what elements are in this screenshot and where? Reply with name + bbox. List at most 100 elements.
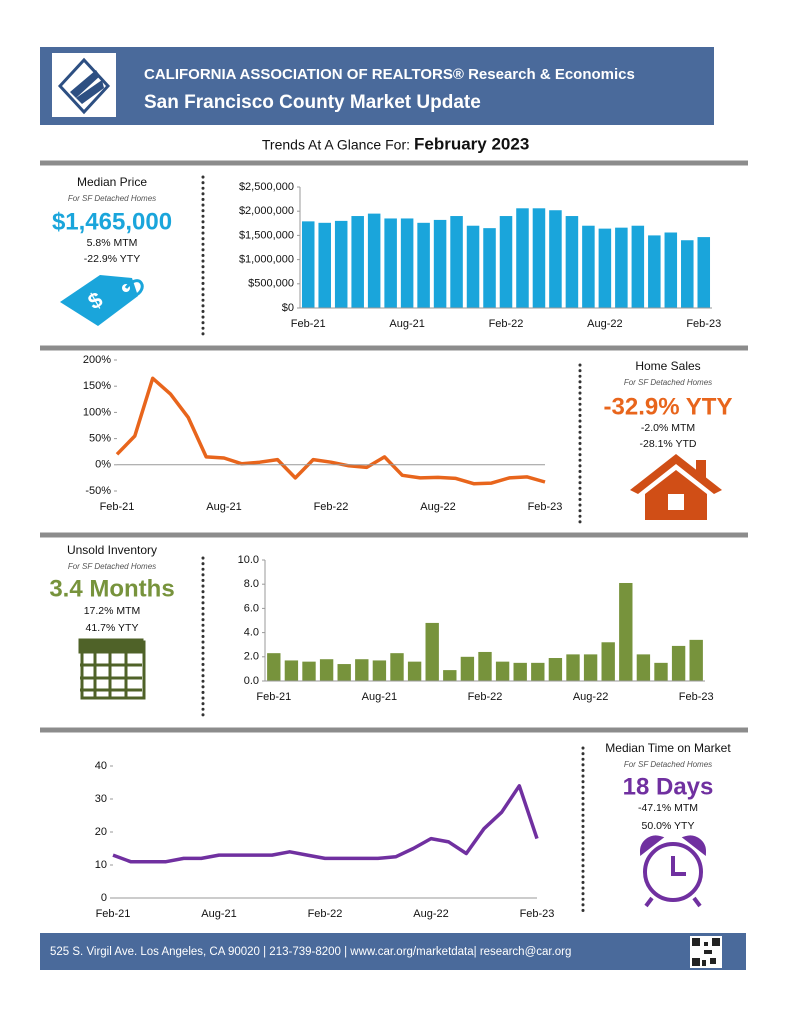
bar xyxy=(318,222,331,308)
calendar-icon xyxy=(78,638,146,700)
bar xyxy=(450,216,463,308)
panel-stat: -47.1% MTM xyxy=(638,802,698,814)
panel-title: Median Time on Market xyxy=(605,741,731,755)
qr-code xyxy=(690,936,722,968)
panel-title: Unsold Inventory xyxy=(67,543,157,557)
y-tick-label: 40 xyxy=(95,760,107,772)
bar xyxy=(372,660,387,681)
bar xyxy=(697,237,711,308)
bar xyxy=(689,639,703,681)
line xyxy=(115,376,546,486)
bar xyxy=(681,240,694,308)
logo-mark xyxy=(57,57,111,115)
y-tick-label: 4.0 xyxy=(244,627,259,639)
period: February 2023 xyxy=(414,134,529,153)
bar xyxy=(407,661,422,681)
bar xyxy=(355,659,369,681)
bar xyxy=(425,622,439,681)
x-tick-label: Feb-23 xyxy=(679,691,714,703)
x-tick-label: Aug-21 xyxy=(362,691,397,703)
bar xyxy=(319,659,334,681)
bar xyxy=(478,651,492,681)
bar xyxy=(566,654,580,681)
panel-headline: 18 Days xyxy=(623,773,714,800)
bar xyxy=(648,235,661,308)
bar xyxy=(631,225,645,308)
panel-title: Median Price xyxy=(77,175,147,189)
x-tick-label: Aug-22 xyxy=(420,501,455,513)
bar xyxy=(601,642,615,681)
x-tick-label: Feb-23 xyxy=(686,318,721,330)
y-tick-label: $500,000 xyxy=(248,278,294,290)
bar xyxy=(466,225,480,308)
bar xyxy=(499,216,513,308)
bar xyxy=(302,661,316,681)
x-tick-label: Aug-21 xyxy=(201,908,236,920)
bar xyxy=(433,219,447,308)
bar xyxy=(351,216,364,308)
header-org: CALIFORNIA ASSOCIATION OF REALTORS® Rese… xyxy=(144,66,635,83)
y-tick-label: 200% xyxy=(83,354,111,366)
bar xyxy=(367,213,381,308)
x-tick-label: Feb-22 xyxy=(308,908,343,920)
y-tick-label: 6.0 xyxy=(244,602,259,614)
panel-stat: -22.9% YTY xyxy=(84,253,140,265)
y-tick-label: 100% xyxy=(83,406,111,418)
y-tick-label: 8.0 xyxy=(244,578,259,590)
panel-headline: 3.4 Months xyxy=(49,575,174,602)
y-tick-label: 10 xyxy=(95,859,107,871)
panel-stat: 50.0% YTY xyxy=(642,820,695,832)
y-tick-label: $1,000,000 xyxy=(239,254,294,266)
bar xyxy=(334,220,348,308)
bar xyxy=(417,222,430,308)
x-tick-label: Feb-22 xyxy=(468,691,503,703)
bar xyxy=(583,654,598,681)
header-bar xyxy=(40,47,714,125)
x-tick-label: Aug-22 xyxy=(573,691,608,703)
bar xyxy=(565,216,579,308)
bar xyxy=(636,654,651,681)
x-tick-label: Feb-22 xyxy=(314,501,349,513)
clock-icon xyxy=(640,835,706,908)
panel-stat: 41.7% YTY xyxy=(86,622,139,634)
bar xyxy=(483,228,496,308)
panel-subtitle: For SF Detached Homes xyxy=(624,760,712,769)
bar xyxy=(301,221,315,308)
bar xyxy=(337,664,351,681)
y-tick-label: 0.0 xyxy=(244,675,259,687)
bar xyxy=(549,210,562,308)
bar xyxy=(598,228,612,308)
bar xyxy=(664,232,678,308)
x-tick-label: Feb-21 xyxy=(291,318,326,330)
x-tick-label: Aug-22 xyxy=(413,908,448,920)
line xyxy=(112,784,539,864)
y-tick-label: 0% xyxy=(95,459,111,471)
y-tick-label: 150% xyxy=(83,380,111,392)
bar xyxy=(443,670,457,681)
tag-icon: $ xyxy=(60,275,144,326)
panel-stat: 17.2% MTM xyxy=(84,605,141,617)
bar xyxy=(390,653,404,681)
trend-label: Trends At A Glance For: xyxy=(262,137,410,153)
panel-title: Home Sales xyxy=(635,359,700,373)
footer-bar xyxy=(40,933,746,970)
y-tick-label: $2,000,000 xyxy=(239,205,294,217)
bar xyxy=(267,653,281,681)
bar xyxy=(654,662,668,681)
bar xyxy=(615,227,628,308)
x-tick-label: Feb-22 xyxy=(489,318,524,330)
house-icon xyxy=(630,454,722,520)
y-tick-label: 30 xyxy=(95,793,107,805)
bar xyxy=(513,662,527,681)
panel-subtitle: For SF Detached Homes xyxy=(68,562,156,571)
x-tick-label: Feb-21 xyxy=(100,501,135,513)
x-tick-label: Aug-21 xyxy=(206,501,241,513)
x-tick-label: Feb-23 xyxy=(528,501,563,513)
x-tick-label: Feb-21 xyxy=(256,691,291,703)
bar xyxy=(619,582,633,681)
bar xyxy=(582,225,595,308)
y-tick-label: $1,500,000 xyxy=(239,229,294,241)
bar xyxy=(495,661,510,681)
bar xyxy=(460,656,475,681)
